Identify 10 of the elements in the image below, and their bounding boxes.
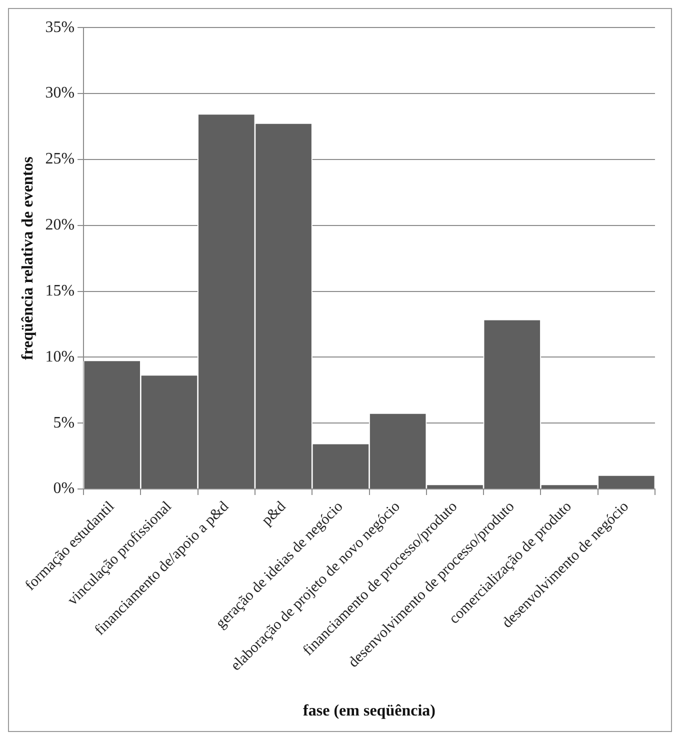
y-axis-title: freqüência relativa de eventos [20,156,37,360]
y-tick-label: 30% [45,84,75,102]
y-tick-label: 0% [53,480,75,498]
y-tick-label: 5% [53,414,75,432]
y-tick-label: 25% [45,150,75,168]
y-tick-label: 15% [45,282,75,300]
y-tick-label: 10% [45,348,75,366]
x-axis-title: fase (em seqüência) [303,702,436,720]
y-tick-label: 20% [45,216,75,234]
y-tick-label: 35% [45,18,75,36]
